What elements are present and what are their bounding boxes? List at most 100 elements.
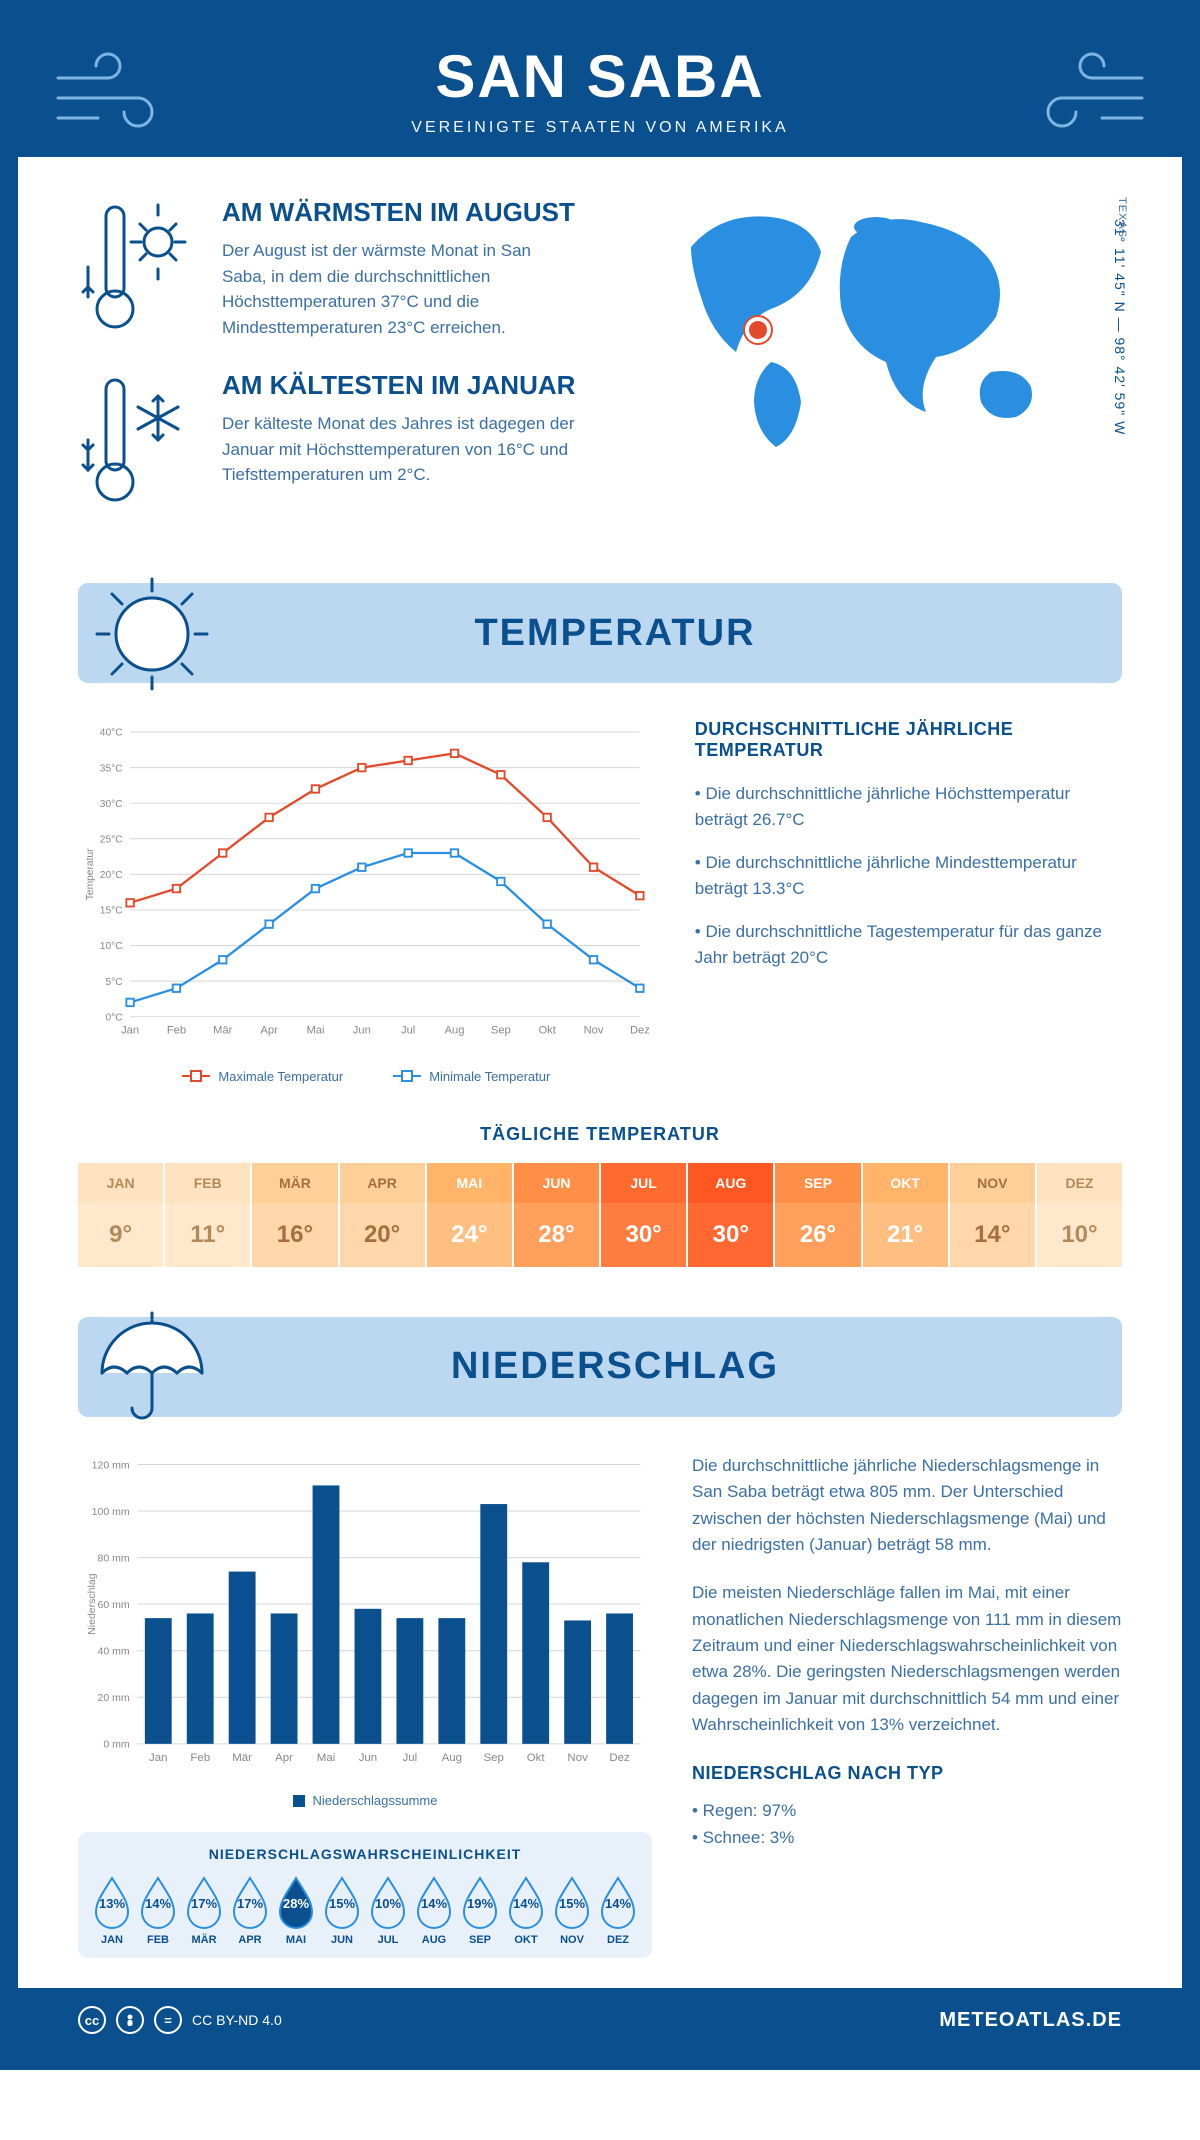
- svg-text:Sep: Sep: [491, 1024, 511, 1036]
- svg-text:Mai: Mai: [317, 1752, 335, 1764]
- svg-text:10°C: 10°C: [100, 941, 123, 952]
- svg-text:Jun: Jun: [359, 1752, 378, 1764]
- precipitation-chart: 0 mm20 mm40 mm60 mm80 mm100 mm120 mmJanF…: [78, 1453, 652, 1778]
- temp-bullet: • Die durchschnittliche jährliche Höchst…: [695, 781, 1122, 832]
- svg-text:Apr: Apr: [275, 1752, 293, 1764]
- daily-temp-title: TÄGLICHE TEMPERATUR: [78, 1124, 1122, 1145]
- world-map-icon: [661, 197, 1081, 457]
- svg-text:Okt: Okt: [539, 1024, 557, 1036]
- legend-max: Maximale Temperatur: [182, 1069, 343, 1084]
- license: cc = CC BY-ND 4.0: [78, 2006, 282, 2034]
- prob-drop: 10%JUL: [366, 1874, 410, 1946]
- svg-text:Dez: Dez: [609, 1752, 630, 1764]
- country-subtitle: VEREINIGTE STAATEN VON AMERIKA: [18, 119, 1182, 137]
- svg-text:Mär: Mär: [213, 1024, 232, 1036]
- content: AM WÄRMSTEN IM AUGUST Der August ist der…: [18, 157, 1182, 1958]
- svg-text:15°C: 15°C: [100, 906, 123, 917]
- prob-drop: 14%AUG: [412, 1874, 456, 1946]
- svg-text:Jun: Jun: [353, 1024, 371, 1036]
- sun-icon: [78, 583, 228, 683]
- prob-drop: 13%JAN: [90, 1874, 134, 1946]
- precip-paragraph: Die meisten Niederschläge fallen im Mai,…: [692, 1580, 1122, 1738]
- prob-drop: 19%SEP: [458, 1874, 502, 1946]
- location-pin-icon: [745, 317, 771, 343]
- svg-text:Aug: Aug: [445, 1024, 465, 1036]
- svg-text:Feb: Feb: [190, 1752, 210, 1764]
- precip-paragraph: Die durchschnittliche jährliche Niedersc…: [692, 1453, 1122, 1558]
- svg-text:Jul: Jul: [401, 1024, 415, 1036]
- precip-probability-box: NIEDERSCHLAGSWAHRSCHEINLICHKEIT 13%JAN14…: [78, 1832, 652, 1958]
- umbrella-icon: [78, 1317, 228, 1417]
- daily-cell: FEB11°: [165, 1163, 250, 1267]
- cc-icon: cc: [78, 2006, 106, 2034]
- footer: cc = CC BY-ND 4.0 METEOATLAS.DE: [18, 1988, 1182, 2052]
- legend-min: Minimale Temperatur: [393, 1069, 550, 1084]
- prob-drop: 28%MAI: [274, 1874, 318, 1946]
- coldest-title: AM KÄLTESTEN IM JANUAR: [222, 370, 580, 401]
- header: SAN SABA VEREINIGTE STAATEN VON AMERIKA: [18, 18, 1182, 157]
- intro-facts: AM WÄRMSTEN IM AUGUST Der August ist der…: [78, 197, 580, 543]
- precip-type-item: • Schnee: 3%: [692, 1825, 1122, 1851]
- precipitation-heading: NIEDERSCHLAG: [228, 1345, 1122, 1388]
- daily-cell: JUN28°: [514, 1163, 599, 1267]
- daily-cell: JAN9°: [78, 1163, 163, 1267]
- city-title: SAN SABA: [18, 42, 1182, 111]
- precip-type-heading: NIEDERSCHLAG NACH TYP: [692, 1760, 1122, 1788]
- svg-text:Niederschlag: Niederschlag: [86, 1573, 98, 1635]
- daily-temp-table: JAN9°FEB11°MÄR16°APR20°MAI24°JUN28°JUL30…: [78, 1163, 1122, 1267]
- temperature-banner: TEMPERATUR: [78, 583, 1122, 683]
- daily-cell: APR20°: [340, 1163, 425, 1267]
- page: SAN SABA VEREINIGTE STAATEN VON AMERIKA …: [0, 0, 1200, 2070]
- by-icon: [116, 2006, 144, 2034]
- temperature-text: DURCHSCHNITTLICHE JÄHRLICHE TEMPERATUR •…: [695, 719, 1122, 1084]
- svg-text:Dez: Dez: [630, 1024, 650, 1036]
- daily-cell: MÄR16°: [252, 1163, 337, 1267]
- svg-text:40°C: 40°C: [100, 728, 123, 739]
- svg-text:20°C: 20°C: [100, 870, 123, 881]
- precipitation-text: Die durchschnittliche jährliche Niedersc…: [692, 1453, 1122, 1958]
- svg-text:Sep: Sep: [484, 1752, 504, 1764]
- svg-text:60 mm: 60 mm: [98, 1599, 130, 1611]
- svg-text:Jan: Jan: [149, 1752, 168, 1764]
- prob-drop: 14%DEZ: [596, 1874, 640, 1946]
- prob-drop: 17%MÄR: [182, 1874, 226, 1946]
- daily-cell: OKT21°: [863, 1163, 948, 1267]
- thermometer-cold-icon: [78, 370, 198, 515]
- precip-legend: Niederschlagssumme: [78, 1793, 652, 1808]
- intro-row: AM WÄRMSTEN IM AUGUST Der August ist der…: [78, 197, 1122, 543]
- svg-text:Aug: Aug: [442, 1752, 462, 1764]
- svg-text:35°C: 35°C: [100, 763, 123, 774]
- prob-title: NIEDERSCHLAGSWAHRSCHEINLICHKEIT: [90, 1846, 640, 1862]
- svg-text:20 mm: 20 mm: [98, 1692, 130, 1704]
- svg-text:25°C: 25°C: [100, 834, 123, 845]
- svg-text:Nov: Nov: [584, 1024, 604, 1036]
- prob-drop: 17%APR: [228, 1874, 272, 1946]
- svg-text:Okt: Okt: [527, 1752, 546, 1764]
- svg-text:Jan: Jan: [121, 1024, 139, 1036]
- precipitation-chart-col: 0 mm20 mm40 mm60 mm80 mm100 mm120 mmJanF…: [78, 1453, 652, 1958]
- prob-drop: 15%JUN: [320, 1874, 364, 1946]
- temp-bullet: • Die durchschnittliche Tagestemperatur …: [695, 919, 1122, 970]
- svg-text:0°C: 0°C: [106, 1012, 123, 1023]
- thermometer-hot-icon: [78, 197, 198, 342]
- nd-icon: =: [154, 2006, 182, 2034]
- warmest-title: AM WÄRMSTEN IM AUGUST: [222, 197, 580, 228]
- svg-text:30°C: 30°C: [100, 799, 123, 810]
- temperature-legend: Maximale Temperatur Minimale Temperatur: [78, 1069, 655, 1084]
- coldest-text: Der kälteste Monat des Jahres ist dagege…: [222, 411, 580, 488]
- daily-cell: JUL30°: [601, 1163, 686, 1267]
- temperature-chart: 0°C5°C10°C15°C20°C25°C30°C35°C40°CJanFeb…: [78, 719, 655, 1084]
- daily-cell: NOV14°: [950, 1163, 1035, 1267]
- svg-text:5°C: 5°C: [106, 977, 123, 988]
- svg-text:Mai: Mai: [306, 1024, 324, 1036]
- svg-text:80 mm: 80 mm: [98, 1552, 130, 1564]
- daily-cell: DEZ10°: [1037, 1163, 1122, 1267]
- prob-drop: 14%FEB: [136, 1874, 180, 1946]
- daily-cell: MAI24°: [427, 1163, 512, 1267]
- temperature-heading: TEMPERATUR: [228, 612, 1122, 655]
- svg-text:Apr: Apr: [260, 1024, 278, 1036]
- prob-row: 13%JAN14%FEB17%MÄR17%APR28%MAI15%JUN10%J…: [90, 1874, 640, 1946]
- temp-text-heading: DURCHSCHNITTLICHE JÄHRLICHE TEMPERATUR: [695, 719, 1122, 761]
- svg-text:Jul: Jul: [403, 1752, 418, 1764]
- warmest-text: Der August ist der wärmste Monat in San …: [222, 238, 580, 340]
